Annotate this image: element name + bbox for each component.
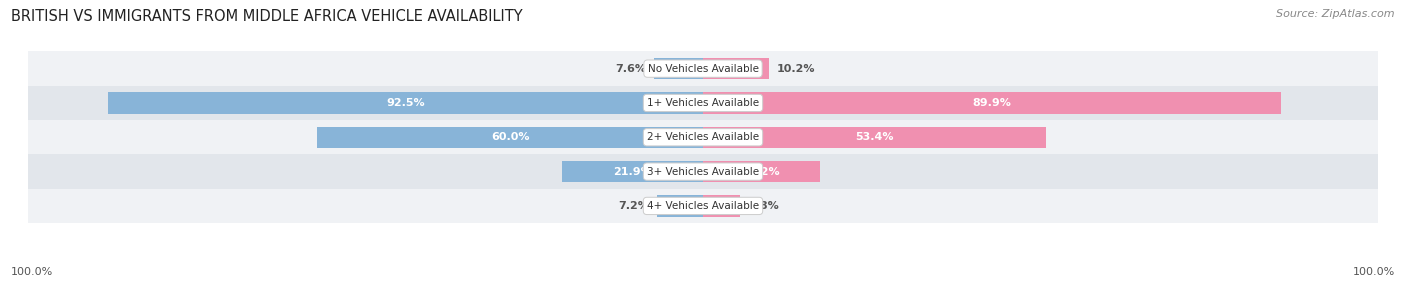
Text: 3+ Vehicles Available: 3+ Vehicles Available <box>647 167 759 176</box>
Text: No Vehicles Available: No Vehicles Available <box>648 64 758 74</box>
Text: BRITISH VS IMMIGRANTS FROM MIDDLE AFRICA VEHICLE AVAILABILITY: BRITISH VS IMMIGRANTS FROM MIDDLE AFRICA… <box>11 9 523 23</box>
Bar <box>28 154 1378 189</box>
Text: 53.4%: 53.4% <box>855 132 894 142</box>
Text: 18.2%: 18.2% <box>742 167 780 176</box>
Text: 4+ Vehicles Available: 4+ Vehicles Available <box>647 201 759 211</box>
Bar <box>28 189 1378 223</box>
Text: 10.2%: 10.2% <box>776 64 814 74</box>
Bar <box>654 58 703 79</box>
Text: 5.8%: 5.8% <box>748 201 779 211</box>
Text: 60.0%: 60.0% <box>491 132 530 142</box>
Bar <box>28 51 1378 86</box>
Text: 2+ Vehicles Available: 2+ Vehicles Available <box>647 132 759 142</box>
Bar <box>28 86 1378 120</box>
Text: Source: ZipAtlas.com: Source: ZipAtlas.com <box>1277 9 1395 19</box>
Bar <box>703 92 1281 114</box>
Text: 1+ Vehicles Available: 1+ Vehicles Available <box>647 98 759 108</box>
Bar <box>108 92 703 114</box>
Text: 89.9%: 89.9% <box>973 98 1011 108</box>
Bar <box>562 161 703 182</box>
Bar <box>703 195 741 217</box>
Bar <box>28 120 1378 154</box>
Text: 100.0%: 100.0% <box>1353 267 1395 277</box>
Text: 92.5%: 92.5% <box>387 98 425 108</box>
Bar <box>703 58 769 79</box>
Text: 7.2%: 7.2% <box>619 201 650 211</box>
Bar <box>703 161 820 182</box>
Text: 21.9%: 21.9% <box>613 167 652 176</box>
Text: 7.6%: 7.6% <box>616 64 647 74</box>
Bar <box>318 127 703 148</box>
Bar <box>657 195 703 217</box>
Text: 100.0%: 100.0% <box>11 267 53 277</box>
Bar <box>703 127 1046 148</box>
